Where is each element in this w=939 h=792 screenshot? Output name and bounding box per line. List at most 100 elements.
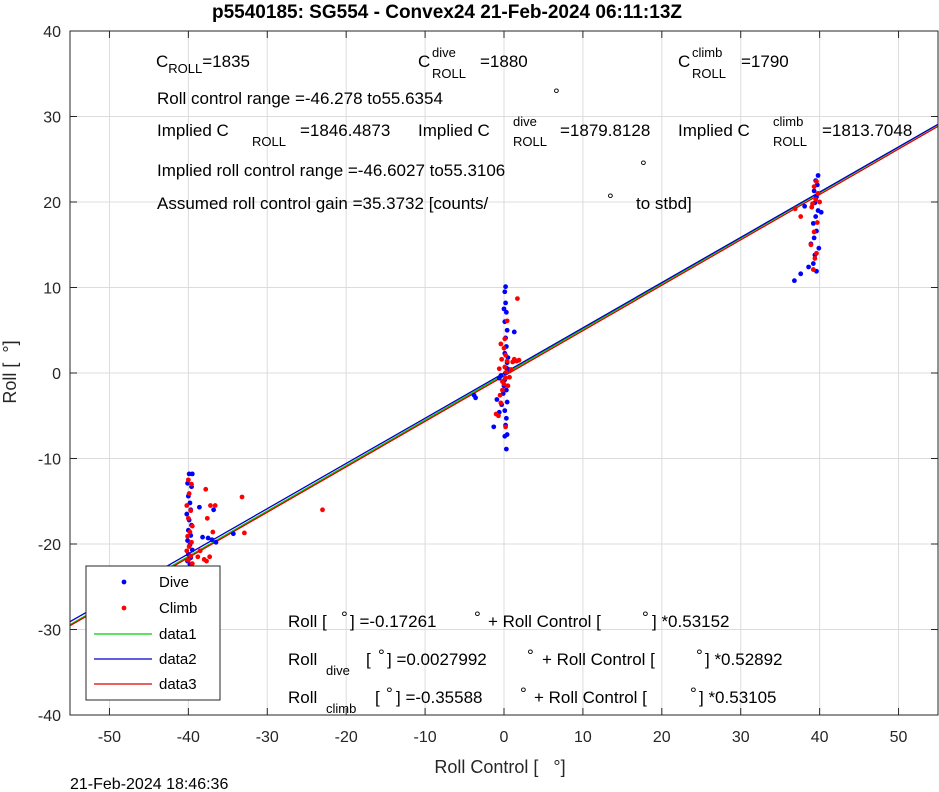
- climb-point: [814, 220, 820, 225]
- dive-point: [205, 535, 211, 541]
- climb-point: [186, 544, 192, 549]
- dive-point: [494, 397, 500, 402]
- climb-point: [203, 486, 209, 492]
- dive-point: [810, 261, 816, 266]
- degree-symbol-3: °: [607, 190, 614, 209]
- climb-point: [496, 366, 502, 372]
- fit-dive-deg-2: °: [527, 646, 534, 665]
- dive-point: [806, 264, 811, 270]
- climb-point: [815, 191, 821, 196]
- fit-dive-plus: + Roll Control [: [542, 650, 655, 669]
- dive-point: [811, 188, 817, 194]
- climb-point: [195, 554, 201, 560]
- dive-point: [491, 424, 497, 430]
- y-tick-label: -10: [38, 452, 61, 469]
- climb-point: [499, 356, 505, 362]
- implied-climb-value: =1813.7048: [822, 121, 912, 140]
- y-tick-label: 10: [43, 281, 61, 298]
- legend-box: [85, 565, 221, 701]
- c-dive-label: C: [418, 52, 430, 71]
- climb-point: [185, 533, 190, 539]
- climb-point: [185, 477, 191, 483]
- implied-climb-label: Implied C: [678, 121, 750, 140]
- climb-point: [187, 529, 193, 535]
- fit-all-plus: + Roll Control [: [488, 612, 601, 631]
- dive-point: [511, 329, 517, 335]
- implied-roll-value: =1846.4873: [300, 121, 390, 140]
- svg-text:CROLL=1835: CROLL=1835: [156, 52, 250, 76]
- fit-climb-intercept: ] =-0.35588: [396, 688, 483, 707]
- y-tick-label: 40: [43, 24, 61, 41]
- dive-point: [502, 408, 508, 414]
- c-climb-sub: ROLL: [692, 66, 726, 81]
- legend-marker-climb: [121, 605, 127, 611]
- dive-point: [811, 235, 817, 241]
- dive-point: [498, 373, 504, 378]
- dive-point: [197, 504, 202, 510]
- x-tick-label: 30: [732, 729, 750, 746]
- x-tick-label: 0: [500, 729, 509, 746]
- implied-climb-sub: ROLL: [773, 134, 807, 149]
- climb-point: [185, 557, 191, 563]
- climb-point: [500, 387, 505, 393]
- degree-symbol-1: °: [553, 85, 560, 104]
- climb-point: [813, 197, 819, 202]
- fit-all-intercept: ] =-0.17261: [350, 612, 437, 631]
- c-dive-value: =1880: [480, 52, 528, 71]
- dive-point: [213, 539, 219, 545]
- fit-all-deg-1: °: [341, 608, 348, 627]
- roll-control-gain-suffix: to stbd]: [636, 194, 692, 213]
- dive-point: [802, 203, 808, 209]
- dive-point: [189, 547, 195, 553]
- legend-label-data2: data2: [159, 651, 197, 668]
- climb-point: [197, 548, 203, 554]
- dive-point: [818, 209, 824, 215]
- climb-point: [212, 503, 218, 508]
- fit-all-deg-3: °: [642, 608, 649, 627]
- climb-point: [496, 413, 501, 419]
- x-tick-label: -20: [335, 729, 358, 746]
- climb-point: [241, 530, 247, 536]
- fit-climb-sub: climb: [326, 701, 356, 716]
- roll-control-range: Roll control range =-46.278 to55.6354: [157, 89, 443, 108]
- y-tick-label: 30: [43, 110, 61, 127]
- implied-roll-label: Implied C: [157, 121, 229, 140]
- legend-label-dive: Dive: [159, 574, 189, 591]
- x-tick-label: 50: [890, 729, 908, 746]
- climb-point: [515, 296, 520, 302]
- dive-point: [503, 387, 509, 393]
- dive-point: [200, 534, 205, 540]
- y-tick-label: 20: [43, 195, 61, 212]
- dive-point: [810, 220, 816, 226]
- climb-point: [502, 336, 508, 342]
- dive-point: [502, 289, 508, 295]
- dive-point: [230, 531, 236, 537]
- climb-point: [186, 491, 192, 496]
- fit-all-roll: Roll [: [288, 612, 327, 631]
- climb-point: [184, 503, 190, 508]
- fit-climb-slope: ] *0.53105: [699, 688, 777, 707]
- chart-title: p5540185: SG554 - Convex24 21-Feb-2024 0…: [212, 2, 682, 23]
- x-tick-label: -50: [98, 729, 121, 746]
- fit-climb-roll: Roll: [288, 688, 317, 707]
- climb-point: [204, 558, 209, 564]
- x-tick-label: -30: [256, 729, 279, 746]
- calibration-annotations: CROLL=1835 C dive ROLL =1880 C climb ROL…: [156, 45, 912, 213]
- dive-point: [501, 306, 507, 312]
- dive-point: [209, 537, 215, 543]
- dive-point: [813, 214, 819, 219]
- fit-dive-roll: Roll: [288, 650, 317, 669]
- c-roll-value: =1835: [202, 52, 250, 71]
- implied-dive-label: Implied C: [418, 121, 490, 140]
- c-roll-label: C: [156, 52, 168, 71]
- climb-point: [503, 369, 509, 375]
- fit-climb-deg-1: °: [386, 684, 393, 703]
- scatter-points: [184, 173, 824, 567]
- climb-point: [798, 214, 804, 219]
- fit-dive-sub: dive: [326, 663, 350, 678]
- climb-point: [497, 392, 503, 398]
- dive-point: [473, 395, 478, 401]
- x-tick-label: 40: [811, 729, 829, 746]
- dive-point: [503, 446, 509, 452]
